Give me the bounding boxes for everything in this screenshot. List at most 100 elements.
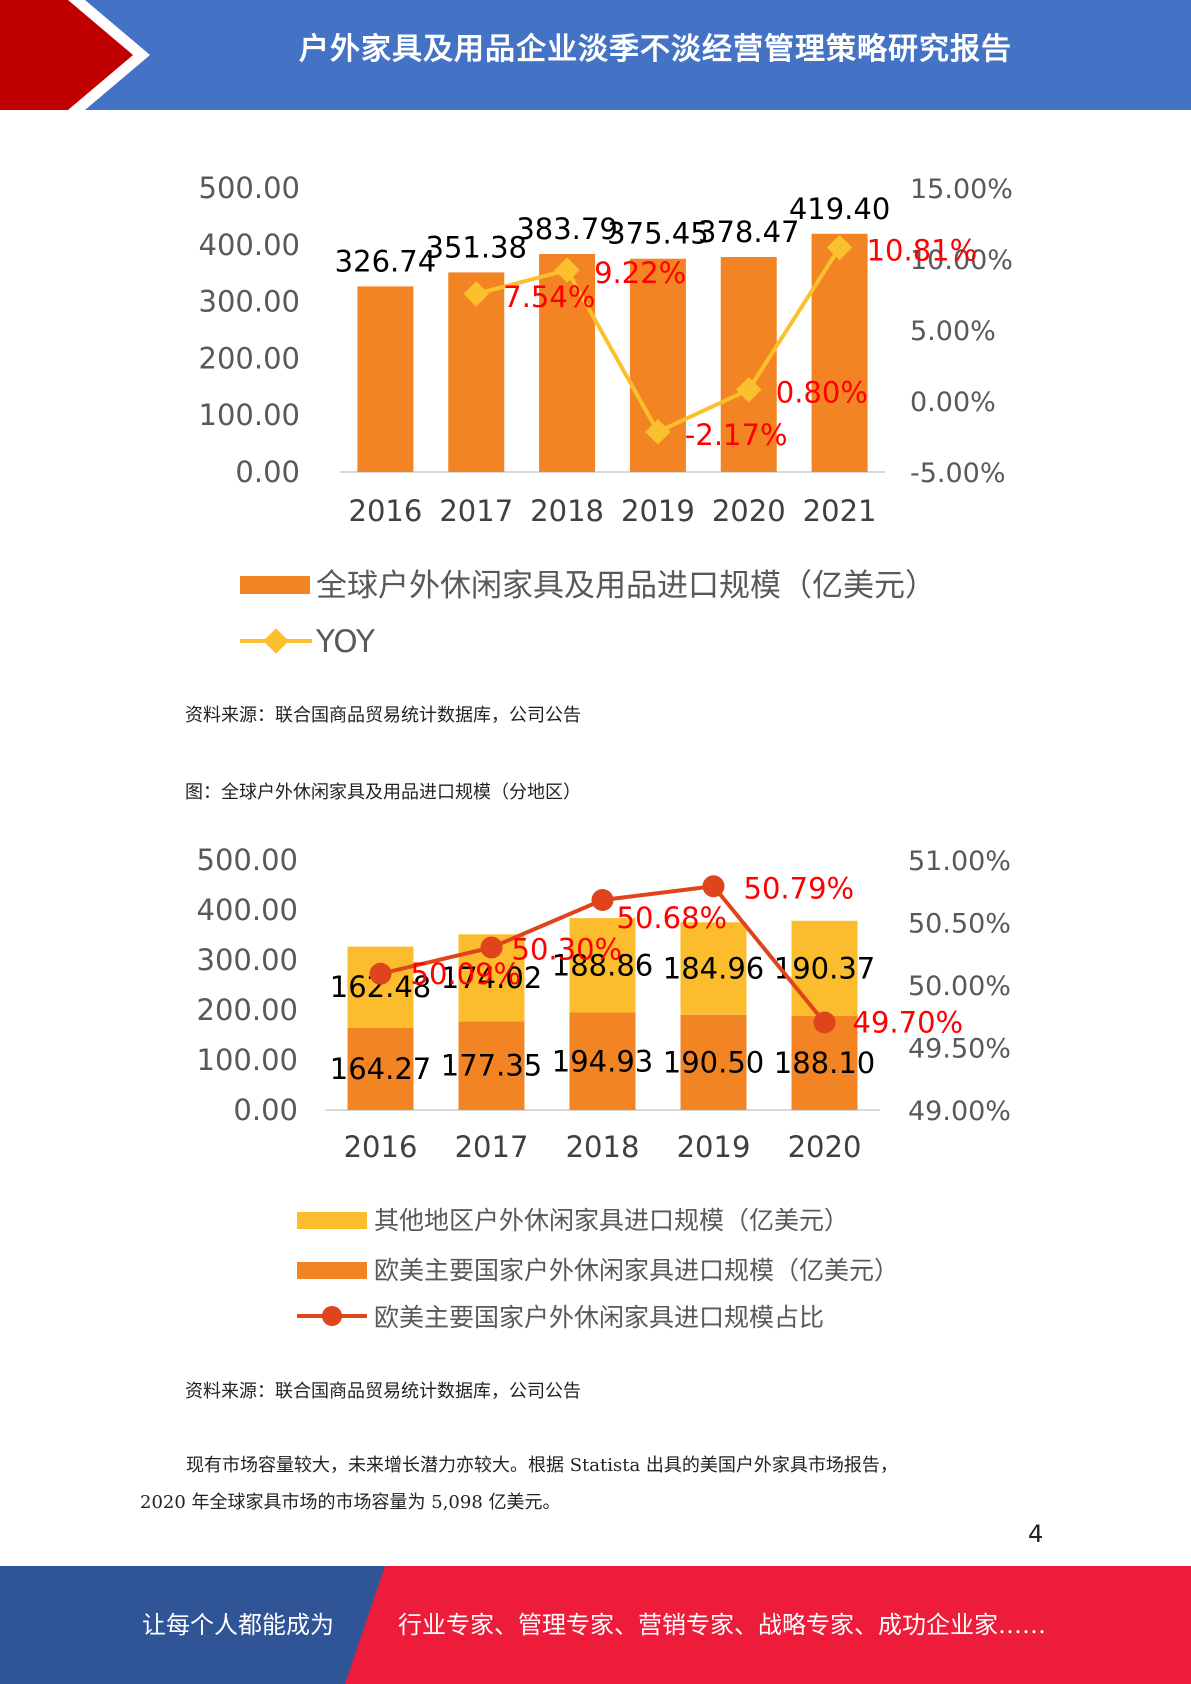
footer-slogan: 让每个人都能成为: [142, 1611, 334, 1639]
bar: [811, 233, 868, 472]
bar-segment-europe-us: [458, 1021, 525, 1110]
y2-tick-label: 49.00%: [908, 1096, 1011, 1127]
chart2-title: 图：全球户外休闲家具及用品进口规模（分地区）: [185, 782, 581, 803]
legend-europe-us-label: 欧美主要国家户外休闲家具进口规模（亿美元）: [374, 1256, 899, 1285]
y-tick-label: 500.00: [197, 843, 298, 877]
y2-tick-label: 15.00%: [910, 174, 1013, 205]
yoy-data-label: 10.81%: [867, 233, 978, 267]
page-number: 4: [1028, 1520, 1044, 1548]
share-data-label: 50.30%: [512, 933, 623, 967]
bar-data-label: 383.79: [516, 212, 617, 246]
yoy-point: [554, 257, 580, 283]
bar-data-label: 375.45: [607, 217, 708, 251]
share-data-label: 50.68%: [617, 901, 728, 935]
bar-data-label-other-regions: 188.86: [552, 948, 653, 982]
yoy-point: [645, 419, 671, 445]
x-tick-label: 2017: [439, 494, 513, 528]
y2-tick-label: 0.00%: [910, 387, 996, 418]
report-title: 户外家具及用品企业淡季不淡经营管理策略研究报告: [299, 32, 1012, 67]
y-tick-label: 100.00: [199, 398, 300, 432]
legend-europe-us-swatch: [297, 1262, 367, 1279]
regional-import-scale-chart: 0.00 100.00 200.00 300.00 400.00 500.00 49.00%…: [197, 843, 1011, 1332]
page-footer: 让每个人都能成为 行业专家、管理专家、营销专家、战略专家、成功企业家……: [0, 1566, 1191, 1684]
share-point: [813, 1011, 836, 1034]
header-banner-graphic: [0, 0, 1191, 110]
legend-bar-swatch: [240, 576, 310, 594]
legend-other-regions-label: 其他地区户外休闲家具进口规模（亿美元）: [374, 1206, 849, 1235]
paragraph-line-1: 现有市场容量较大，未来增长潜力亦较大。根据 Statista 出具的美国户外家具…: [186, 1455, 898, 1476]
bar-data-label-europe-us: 194.93: [552, 1044, 653, 1078]
bar-segment-europe-us: [347, 1027, 414, 1110]
global-import-scale-chart: 0.00 100.00 200.00 300.00 400.00 500.00 -5.00%…: [199, 171, 1013, 660]
share-point: [480, 936, 503, 959]
yoy-point: [463, 281, 489, 307]
bar-segment-other-regions: [680, 922, 747, 1015]
y2-tick-label: 49.50%: [908, 1034, 1011, 1065]
y-tick-label: 0.00: [233, 1093, 298, 1127]
yoy-point: [736, 376, 762, 403]
bar-segment-other-regions: [791, 920, 858, 1016]
y2-tick-label: -5.00%: [910, 458, 1006, 489]
x-tick-label: 2019: [621, 494, 695, 528]
share-data-label: 49.70%: [853, 1006, 964, 1040]
bar-segment-other-regions: [347, 946, 414, 1028]
y-tick-label: 100.00: [197, 1043, 298, 1077]
bar-data-label-other-regions: 174.02: [441, 961, 542, 995]
bar-data-label-other-regions: 184.96: [663, 952, 764, 986]
legend-line-label: YOY: [315, 624, 375, 660]
x-tick-label: 2018: [566, 1130, 640, 1164]
y2-tick-label: 5.00%: [910, 316, 996, 347]
share-point: [591, 889, 614, 911]
y-tick-label: 200.00: [197, 993, 298, 1027]
bar-data-label: 351.38: [426, 230, 527, 264]
yoy-data-label: 7.54%: [503, 280, 595, 314]
bar-data-label: 419.40: [789, 192, 890, 226]
bar-data-label-europe-us: 190.50: [663, 1045, 764, 1079]
bar-data-label: 378.47: [698, 215, 799, 249]
x-tick-label: 2020: [788, 1130, 862, 1164]
yoy-data-label: 9.22%: [594, 256, 686, 290]
legend-share-marker: [322, 1306, 342, 1326]
chart2-source: 资料来源：联合国商品贸易统计数据库，公司公告: [185, 1381, 581, 1402]
legend-bar-label: 全球户外休闲家具及用品进口规模（亿美元）: [316, 568, 936, 604]
yoy-data-label: -2.17%: [685, 418, 788, 452]
y-tick-label: 300.00: [199, 285, 300, 319]
x-tick-label: 2016: [344, 1130, 418, 1164]
x-tick-label: 2019: [677, 1130, 751, 1164]
y2-tick-label: 50.50%: [908, 909, 1011, 940]
yoy-point: [826, 234, 853, 261]
yoy-data-label: 0.80%: [776, 376, 868, 410]
y-tick-label: 300.00: [197, 943, 298, 977]
share-data-label: 50.79%: [744, 871, 855, 905]
legend-share-label: 欧美主要国家户外休闲家具进口规模占比: [374, 1303, 824, 1332]
y-tick-label: 200.00: [199, 341, 300, 375]
share-data-label: 50.09%: [411, 957, 522, 991]
legend-other-regions-swatch: [297, 1212, 367, 1229]
x-tick-label: 2021: [803, 494, 877, 528]
bar-segment-europe-us: [569, 1012, 636, 1110]
bar: [539, 254, 596, 472]
y-tick-label: 400.00: [197, 893, 298, 927]
page-header: 户外家具及用品企业淡季不淡经营管理策略研究报告: [0, 0, 1191, 110]
bar: [357, 286, 414, 472]
y2-tick-label: 50.00%: [908, 971, 1011, 1002]
bar-data-label-europe-us: 188.10: [774, 1046, 875, 1080]
bar-segment-europe-us: [680, 1014, 747, 1110]
x-tick-label: 2020: [712, 494, 786, 528]
body-paragraph: 现有市场容量较大，未来增长潜力亦较大。根据 Statista 出具的美国户外家具…: [140, 1447, 1040, 1521]
footer-banner-graphic: [0, 1566, 1191, 1684]
y2-tick-label: 51.00%: [908, 846, 1011, 877]
bar-data-label: 326.74: [335, 244, 436, 278]
x-tick-label: 2017: [455, 1130, 529, 1164]
bar-data-label-europe-us: 177.35: [441, 1049, 542, 1083]
share-point: [369, 962, 392, 985]
chart1-source: 资料来源：联合国商品贸易统计数据库，公司公告: [185, 705, 581, 726]
legend-line-marker: [263, 628, 289, 654]
y-tick-label: 0.00: [235, 455, 300, 489]
y-tick-label: 500.00: [199, 171, 300, 205]
y-tick-label: 400.00: [199, 228, 300, 262]
bar: [720, 257, 777, 472]
share-point: [702, 875, 725, 898]
bar-segment-other-regions: [569, 918, 636, 1013]
paragraph-line-2: 2020 年全球家具市场的市场容量为 5,098 亿美元。: [140, 1492, 561, 1513]
